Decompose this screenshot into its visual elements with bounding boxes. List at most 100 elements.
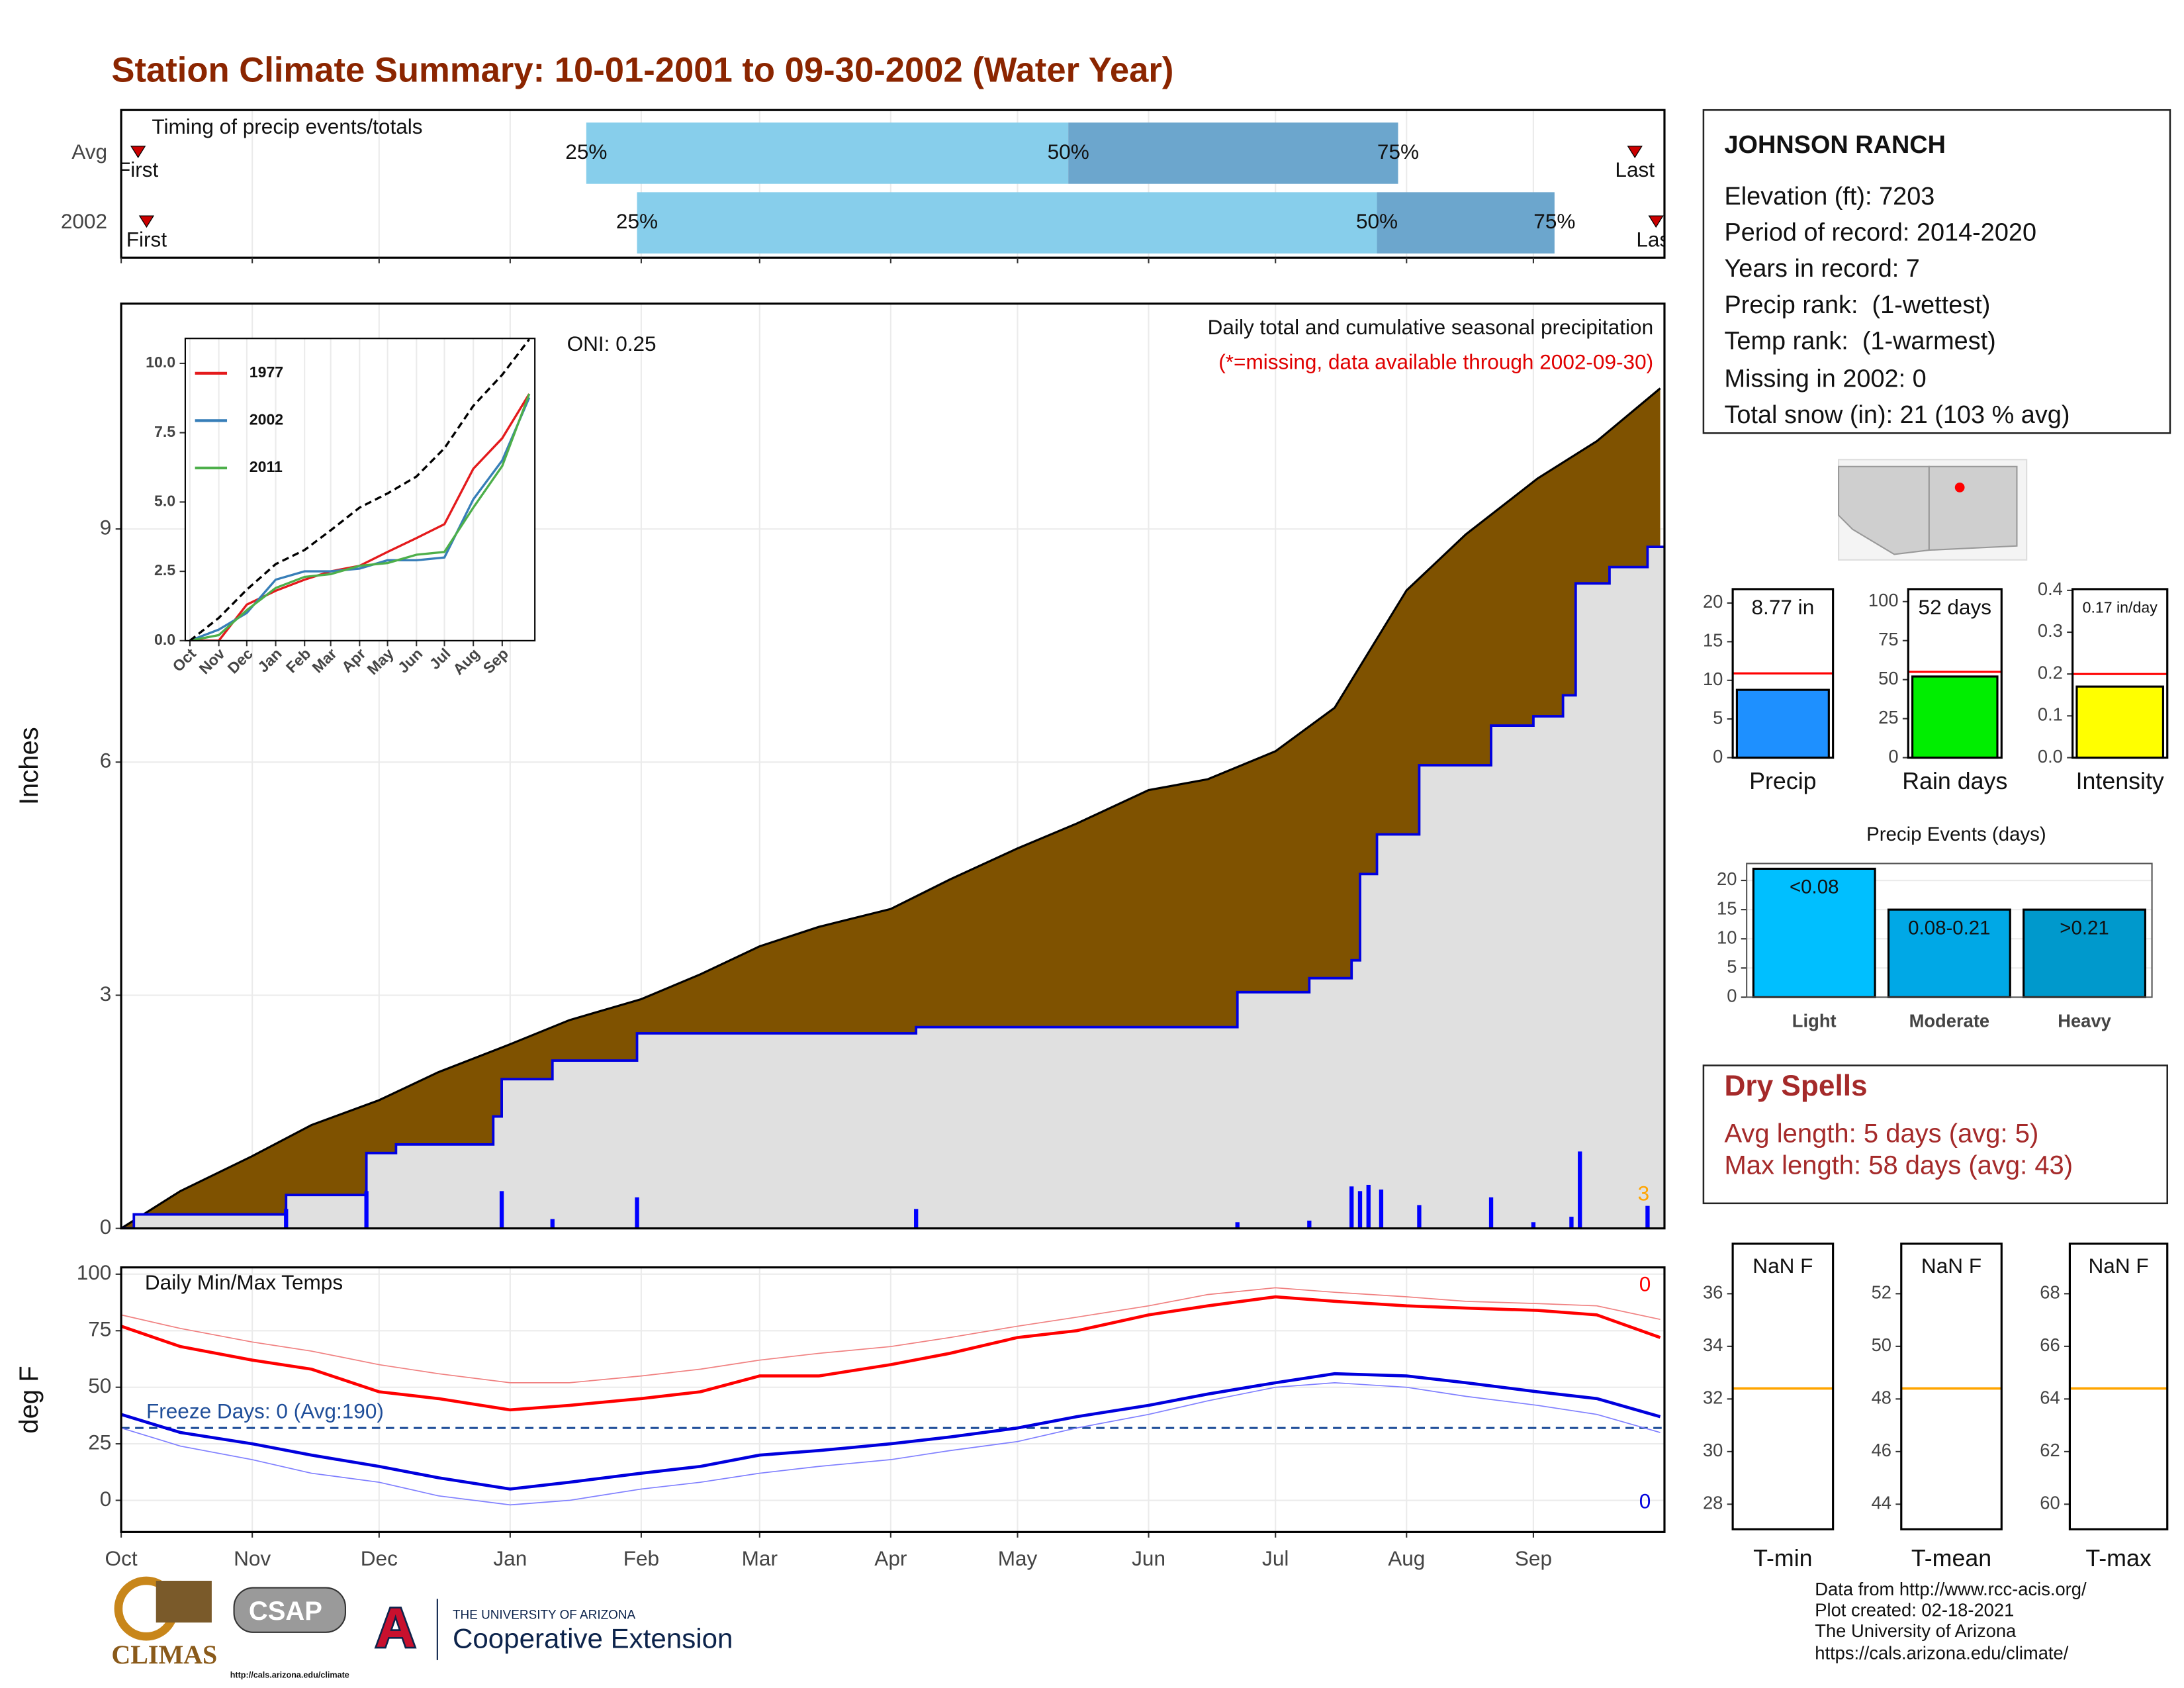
daily-bar bbox=[1578, 1151, 1582, 1229]
y-tick-label: 5 bbox=[1727, 957, 1737, 977]
daily-bar bbox=[1531, 1222, 1536, 1229]
daily-bar bbox=[364, 1191, 369, 1229]
oni-label: ONI: 0.25 bbox=[567, 332, 657, 355]
y-tick-label: 0.3 bbox=[2038, 620, 2063, 641]
y-tick-label: 20 bbox=[1703, 591, 1723, 612]
y-tick-label: 46 bbox=[1872, 1440, 1891, 1460]
y-tick-label: 5.0 bbox=[154, 492, 175, 510]
daily-bar bbox=[550, 1219, 555, 1229]
info-line: Precip rank: (1-wettest) bbox=[1724, 291, 1990, 319]
x-tick-label: Feb bbox=[623, 1546, 659, 1570]
y-tick-label: 3 bbox=[100, 982, 112, 1006]
timing-label: Last bbox=[1636, 227, 1676, 251]
timing-label: First bbox=[126, 227, 167, 251]
y-tick-label: 68 bbox=[2040, 1282, 2060, 1303]
climas-text: CLIMAS bbox=[111, 1640, 217, 1669]
value-label: NaN F bbox=[2088, 1254, 2148, 1278]
max-note: 0 bbox=[1639, 1272, 1651, 1295]
range-bar bbox=[637, 192, 1377, 254]
x-tick-label: Jan bbox=[254, 645, 285, 676]
bar bbox=[1887, 908, 2011, 999]
x-tick-label: Mar bbox=[308, 645, 340, 676]
y-axis-label: deg F bbox=[15, 1366, 44, 1433]
y-tick-label: 6 bbox=[100, 749, 112, 773]
panel-border bbox=[2068, 1243, 2169, 1530]
category-label: Avg bbox=[71, 140, 107, 164]
legend-label: 1977 bbox=[250, 363, 283, 381]
panel-border bbox=[1907, 588, 2003, 759]
info-line: Total snow (in): 21 (103 % avg) bbox=[1724, 401, 2070, 429]
cumulative-step bbox=[121, 545, 1664, 1229]
y-tick-label: 15 bbox=[1703, 630, 1723, 651]
x-tick-label: Jun bbox=[394, 645, 426, 676]
y-tick-label: 5 bbox=[1713, 707, 1723, 727]
x-tick-label: Jul bbox=[426, 645, 454, 673]
locator-map bbox=[1838, 459, 2028, 561]
category-label: 2002 bbox=[61, 209, 107, 233]
y-tick-label: 7.5 bbox=[154, 423, 175, 440]
daily-bar bbox=[1366, 1184, 1371, 1229]
daily-bar bbox=[1488, 1197, 1494, 1229]
y-axis-label: Inches bbox=[15, 727, 44, 805]
x-tick-label: Mar bbox=[742, 1546, 778, 1570]
daily-bar bbox=[284, 1209, 289, 1229]
value-label: NaN F bbox=[1752, 1254, 1813, 1278]
station-name: JOHNSON RANCH bbox=[1724, 131, 1946, 159]
panel-border bbox=[120, 1266, 1666, 1533]
info-line: Years in record: 7 bbox=[1724, 255, 1919, 283]
category-label: Rain days bbox=[1902, 768, 2007, 794]
y-tick-label: 32 bbox=[1703, 1387, 1723, 1408]
panel-border bbox=[120, 303, 1666, 1230]
y-tick-label: 0 bbox=[1713, 746, 1723, 767]
bin-label: <0.08 bbox=[1790, 876, 1839, 898]
y-tick-label: 75 bbox=[1878, 629, 1898, 649]
y-tick-label: 36 bbox=[1703, 1282, 1723, 1303]
timing-marker bbox=[138, 215, 155, 228]
corner-note: 3 bbox=[1638, 1182, 1650, 1205]
cumulative-area bbox=[121, 547, 1664, 1229]
legend-label: 2011 bbox=[250, 458, 283, 475]
x-tick-label: Oct bbox=[105, 1546, 138, 1570]
y-tick-label: 2.5 bbox=[154, 561, 175, 579]
daily-bar bbox=[635, 1197, 639, 1229]
daily-bar bbox=[1645, 1205, 1650, 1229]
quartile-label: 25% bbox=[565, 140, 607, 164]
y-tick-label: 9 bbox=[100, 515, 112, 539]
panel-border bbox=[1746, 863, 2153, 998]
dry-spells-line: Max length: 58 days (avg: 43) bbox=[1724, 1151, 2073, 1180]
plot-area bbox=[189, 338, 531, 641]
y-tick-label: 50 bbox=[88, 1374, 111, 1397]
y-tick-label: 0.4 bbox=[2038, 579, 2063, 599]
y-tick-label: 28 bbox=[1703, 1493, 1723, 1513]
series-line bbox=[121, 1372, 1661, 1491]
x-tick-label: Aug bbox=[449, 645, 482, 678]
x-tick-label: May bbox=[364, 645, 397, 678]
panel-subtitle: (*=missing, data available through 2002-… bbox=[1218, 350, 1653, 373]
bar bbox=[1752, 867, 1876, 999]
y-tick-label: 25 bbox=[1878, 707, 1898, 727]
panel-border bbox=[1731, 588, 1835, 759]
y-tick-label: 50 bbox=[1878, 668, 1898, 688]
plot-area bbox=[121, 1287, 1664, 1506]
timing-marker bbox=[1648, 215, 1664, 228]
quartile-label: 50% bbox=[1048, 140, 1089, 164]
y-tick-label: 0.1 bbox=[2038, 704, 2063, 725]
average-line bbox=[121, 387, 1661, 1229]
dry-spells-line: Avg length: 5 days (avg: 5) bbox=[1724, 1119, 2038, 1148]
csap-text: CSAP bbox=[249, 1597, 322, 1626]
x-tick-label: Sep bbox=[1515, 1546, 1552, 1570]
daily-bar bbox=[914, 1209, 919, 1229]
panel-title: Daily total and cumulative seasonal prec… bbox=[1208, 315, 1653, 339]
csap-url: http://cals.arizona.edu/climate bbox=[230, 1670, 349, 1679]
value-label: 8.77 in bbox=[1752, 595, 1815, 619]
station-dot bbox=[1954, 483, 1965, 492]
y-tick-label: 10.0 bbox=[146, 353, 175, 371]
series-line bbox=[121, 1382, 1661, 1506]
dry-spells-box bbox=[1702, 1064, 2169, 1205]
y-tick-label: 20 bbox=[1717, 868, 1737, 889]
x-tick-label: Sep bbox=[480, 645, 512, 677]
panel-border bbox=[2071, 588, 2169, 759]
series-line bbox=[189, 397, 531, 641]
quartile-label: 75% bbox=[1533, 209, 1575, 233]
